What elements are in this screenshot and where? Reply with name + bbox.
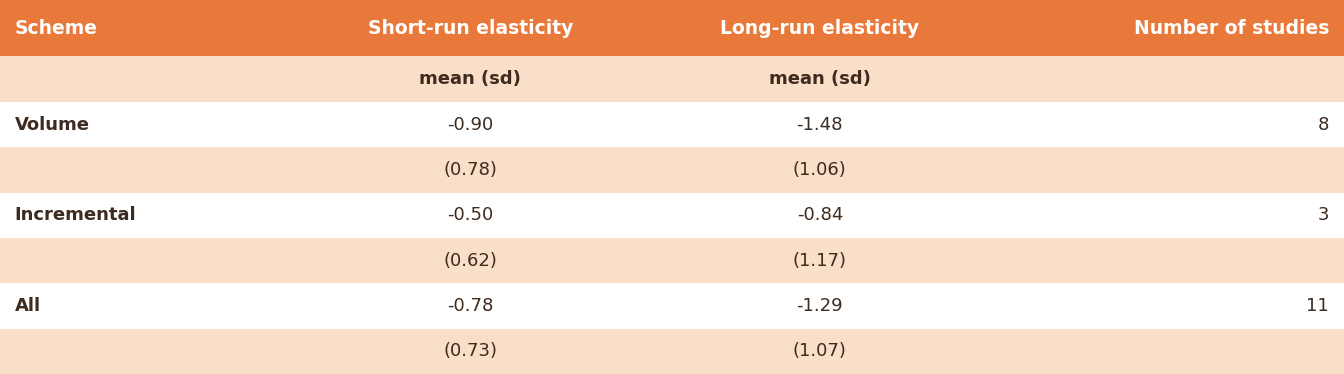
Text: -1.48: -1.48 xyxy=(797,116,843,134)
Text: (0.62): (0.62) xyxy=(444,252,497,270)
Bar xyxy=(995,56,1344,102)
Bar xyxy=(296,193,645,238)
Text: Scheme: Scheme xyxy=(15,18,98,37)
Text: (1.17): (1.17) xyxy=(793,252,847,270)
Text: All: All xyxy=(15,297,40,315)
Text: (1.07): (1.07) xyxy=(793,342,847,360)
Bar xyxy=(0,238,296,283)
Text: Number of studies: Number of studies xyxy=(1134,18,1329,37)
Bar xyxy=(296,56,645,102)
Text: (0.73): (0.73) xyxy=(444,342,497,360)
Bar xyxy=(645,193,995,238)
Bar xyxy=(645,0,995,56)
Bar xyxy=(0,0,296,56)
Bar xyxy=(0,193,296,238)
Bar xyxy=(995,147,1344,193)
Text: -0.50: -0.50 xyxy=(448,206,493,224)
Bar xyxy=(645,329,995,374)
Text: -0.78: -0.78 xyxy=(448,297,493,315)
Text: (1.06): (1.06) xyxy=(793,161,847,179)
Bar xyxy=(0,329,296,374)
Bar xyxy=(645,238,995,283)
Bar xyxy=(296,102,645,147)
Text: -1.29: -1.29 xyxy=(797,297,843,315)
Text: 11: 11 xyxy=(1306,297,1329,315)
Text: Short-run elasticity: Short-run elasticity xyxy=(368,18,573,37)
Text: mean (sd): mean (sd) xyxy=(419,70,521,88)
Bar xyxy=(0,283,296,329)
Bar xyxy=(995,0,1344,56)
Text: Long-run elasticity: Long-run elasticity xyxy=(720,18,919,37)
Bar xyxy=(296,147,645,193)
Bar xyxy=(296,329,645,374)
Bar xyxy=(995,329,1344,374)
Bar xyxy=(296,0,645,56)
Text: 3: 3 xyxy=(1317,206,1329,224)
Text: (0.78): (0.78) xyxy=(444,161,497,179)
Text: -0.90: -0.90 xyxy=(448,116,493,134)
Text: 8: 8 xyxy=(1318,116,1329,134)
Text: -0.84: -0.84 xyxy=(797,206,843,224)
Text: Volume: Volume xyxy=(15,116,90,134)
Bar xyxy=(995,283,1344,329)
Bar xyxy=(645,283,995,329)
Bar xyxy=(296,238,645,283)
Text: Incremental: Incremental xyxy=(15,206,136,224)
Bar xyxy=(296,283,645,329)
Bar xyxy=(645,102,995,147)
Bar xyxy=(0,147,296,193)
Text: mean (sd): mean (sd) xyxy=(769,70,871,88)
Bar xyxy=(0,102,296,147)
Bar xyxy=(995,193,1344,238)
Bar xyxy=(645,147,995,193)
Bar xyxy=(995,102,1344,147)
Bar xyxy=(0,56,296,102)
Bar xyxy=(645,56,995,102)
Bar xyxy=(995,238,1344,283)
